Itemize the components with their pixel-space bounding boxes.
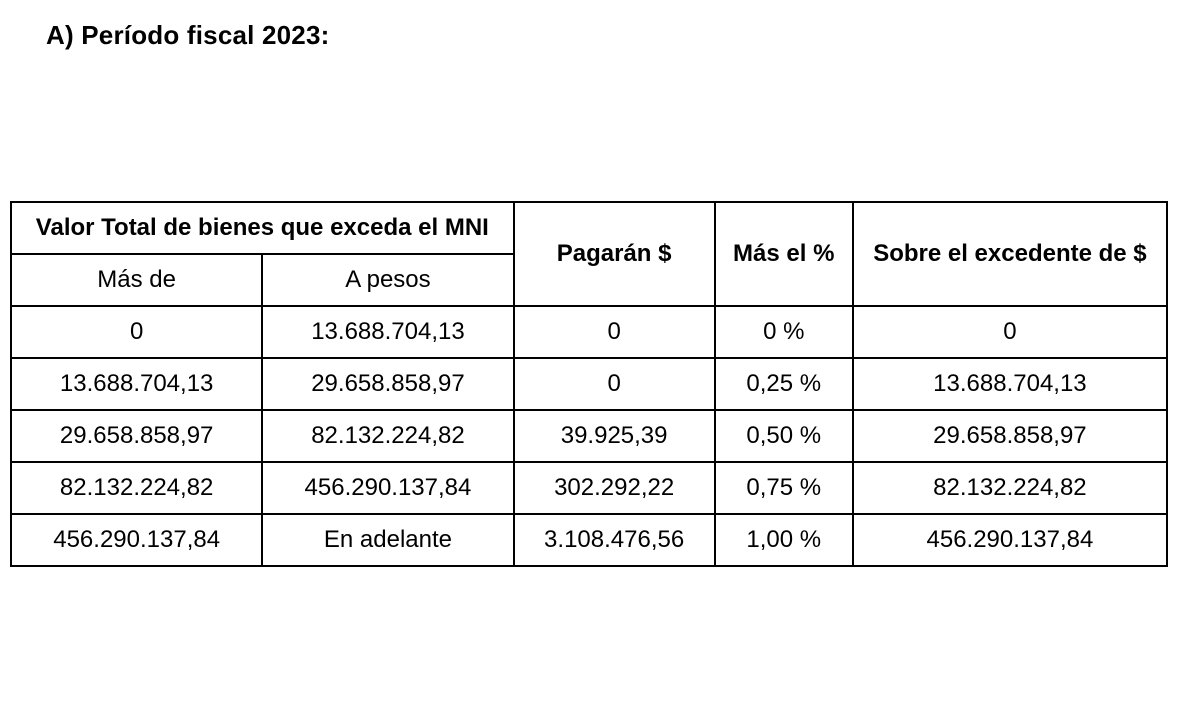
cell-mas-el: 0,50 % xyxy=(715,410,853,462)
subheader-a-pesos: A pesos xyxy=(262,254,513,306)
cell-a-pesos: 82.132.224,82 xyxy=(262,410,513,462)
table-row: 0 13.688.704,13 0 0 % 0 xyxy=(11,306,1167,358)
cell-mas-de: 82.132.224,82 xyxy=(11,462,262,514)
cell-a-pesos: 456.290.137,84 xyxy=(262,462,513,514)
cell-pagaran: 0 xyxy=(514,306,715,358)
cell-pagaran: 302.292,22 xyxy=(514,462,715,514)
table-row: 82.132.224,82 456.290.137,84 302.292,22 … xyxy=(11,462,1167,514)
header-mas-el: Más el % xyxy=(715,202,853,306)
cell-mas-de: 29.658.858,97 xyxy=(11,410,262,462)
subheader-mas-de: Más de xyxy=(11,254,262,306)
cell-mas-el: 1,00 % xyxy=(715,514,853,566)
cell-pagaran: 3.108.476,56 xyxy=(514,514,715,566)
table-row: 29.658.858,97 82.132.224,82 39.925,39 0,… xyxy=(11,410,1167,462)
cell-excedente: 82.132.224,82 xyxy=(853,462,1167,514)
cell-pagaran: 39.925,39 xyxy=(514,410,715,462)
cell-excedente: 13.688.704,13 xyxy=(853,358,1167,410)
cell-mas-de: 13.688.704,13 xyxy=(11,358,262,410)
cell-excedente: 456.290.137,84 xyxy=(853,514,1167,566)
header-pagaran: Pagarán $ xyxy=(514,202,715,306)
cell-mas-el: 0 % xyxy=(715,306,853,358)
cell-excedente: 29.658.858,97 xyxy=(853,410,1167,462)
table-row: 456.290.137,84 En adelante 3.108.476,56 … xyxy=(11,514,1167,566)
cell-excedente: 0 xyxy=(853,306,1167,358)
cell-mas-de: 0 xyxy=(11,306,262,358)
table-row: 13.688.704,13 29.658.858,97 0 0,25 % 13.… xyxy=(11,358,1167,410)
cell-a-pesos: En adelante xyxy=(262,514,513,566)
table-header-row-1: Valor Total de bienes que exceda el MNI … xyxy=(11,202,1167,254)
tax-table-container: Valor Total de bienes que exceda el MNI … xyxy=(10,201,1168,567)
cell-pagaran: 0 xyxy=(514,358,715,410)
header-valor-total: Valor Total de bienes que exceda el MNI xyxy=(11,202,514,254)
tax-table: Valor Total de bienes que exceda el MNI … xyxy=(10,201,1168,567)
cell-mas-el: 0,25 % xyxy=(715,358,853,410)
section-heading: A) Período fiscal 2023: xyxy=(46,20,1168,51)
cell-mas-el: 0,75 % xyxy=(715,462,853,514)
cell-a-pesos: 13.688.704,13 xyxy=(262,306,513,358)
header-excedente: Sobre el excedente de $ xyxy=(853,202,1167,306)
cell-a-pesos: 29.658.858,97 xyxy=(262,358,513,410)
cell-mas-de: 456.290.137,84 xyxy=(11,514,262,566)
